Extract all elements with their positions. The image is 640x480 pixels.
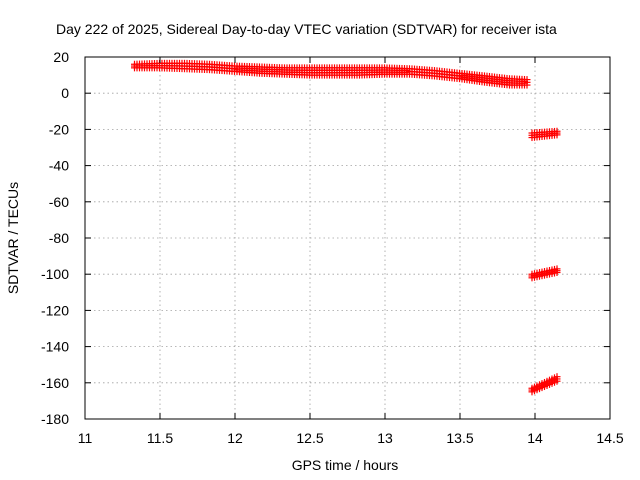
x-tick-label: 13.5 [446, 430, 473, 446]
x-tick-label: 13 [377, 430, 393, 446]
y-tick-label: -100 [41, 266, 69, 282]
data-point [553, 131, 561, 139]
y-tick-label: -120 [41, 302, 69, 318]
data-point [553, 377, 561, 385]
y-tick-label: -140 [41, 339, 69, 355]
x-axis-label: GPS time / hours [292, 457, 399, 473]
x-tick-label: 11.5 [147, 430, 173, 446]
y-tick-label: -20 [49, 121, 69, 137]
y-tick-label: -180 [41, 411, 69, 427]
y-tick-label: -160 [41, 375, 69, 391]
data-point [553, 268, 561, 276]
x-tick-label: 11 [78, 430, 93, 446]
x-tick-label: 12.5 [296, 430, 323, 446]
data-point [523, 81, 531, 89]
y-axis-label: SDTVAR / TECUs [5, 182, 21, 294]
x-tick-label: 14.5 [596, 430, 623, 446]
y-tick-label: -80 [49, 230, 69, 246]
chart-title: Day 222 of 2025, Sidereal Day-to-day VTE… [56, 21, 557, 37]
data-points [131, 59, 561, 396]
x-tick-label: 14 [527, 430, 543, 446]
x-tick-label: 12 [227, 430, 243, 446]
y-tick-label: -40 [49, 158, 69, 174]
grid-lines [85, 57, 610, 419]
y-tick-labels: 20 0 -20 -40 -60 -80 -100 -120 -140 -160 -180 [41, 49, 69, 427]
axis-ticks [84, 56, 611, 420]
y-tick-label: 0 [61, 85, 69, 101]
x-tick-labels: 11 11.5 12 12.5 13 13.5 14 14.5 [78, 430, 624, 446]
y-tick-label: 20 [53, 49, 69, 65]
y-tick-label: -60 [49, 194, 69, 210]
